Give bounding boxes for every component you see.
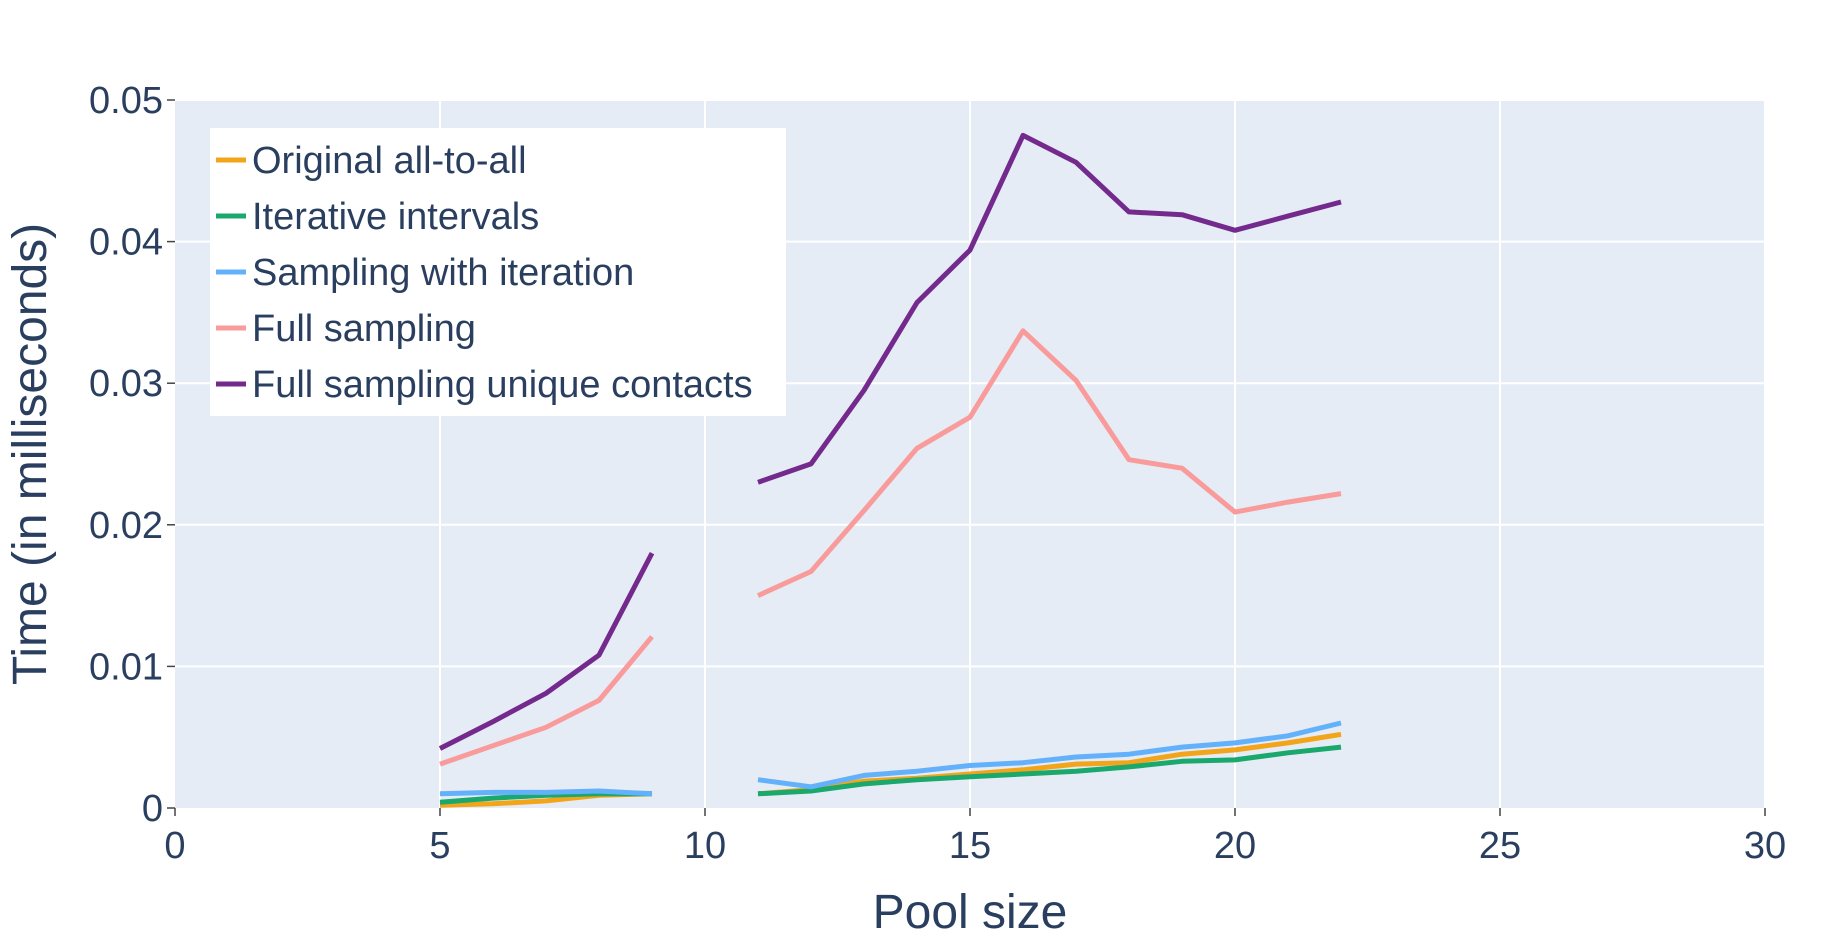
legend-label: Full sampling unique contacts xyxy=(252,364,753,406)
y-tick-label: 0.04 xyxy=(89,222,163,264)
x-tick-label: 25 xyxy=(1479,825,1521,867)
y-tick-label: 0 xyxy=(142,788,163,830)
series-line-segment xyxy=(757,720,1342,790)
legend-item[interactable]: Full sampling unique contacts xyxy=(216,364,753,406)
series-sampling-with-iteration xyxy=(439,720,1342,797)
series-line-segment xyxy=(757,132,1342,485)
y-axis-title: Time (in milliseconds) xyxy=(4,223,57,685)
series-line-segment xyxy=(757,744,1342,797)
x-tick-label: 15 xyxy=(949,825,991,867)
x-axis-title: Pool size xyxy=(873,886,1068,933)
legend-item[interactable]: Full sampling xyxy=(216,308,476,350)
legend-item[interactable]: Iterative intervals xyxy=(216,196,539,238)
legend-box xyxy=(210,128,786,416)
legend-item[interactable]: Sampling with iteration xyxy=(216,252,634,294)
x-tick-label: 0 xyxy=(164,825,185,867)
series-lines xyxy=(438,132,1342,808)
legend-label: Full sampling xyxy=(252,308,476,350)
series-full-sampling xyxy=(439,328,1342,767)
series-line-segment xyxy=(757,731,1342,797)
legend-label: Original all-to-all xyxy=(252,140,527,182)
y-tick-label: 0.02 xyxy=(89,505,163,547)
y-tick-label: 0.03 xyxy=(89,363,163,405)
x-tick-label: 10 xyxy=(684,825,726,867)
series-full-sampling-unique-contacts xyxy=(438,132,1342,751)
x-tick-label: 5 xyxy=(429,825,450,867)
legend: Original all-to-all Iterative intervals Sa… xyxy=(210,128,786,416)
x-tick-label: 20 xyxy=(1214,825,1256,867)
legend-label: Iterative intervals xyxy=(252,196,539,238)
legend-label: Sampling with iteration xyxy=(252,252,634,294)
y-tick-label: 0.01 xyxy=(89,646,163,688)
y-tick-label: 0.05 xyxy=(89,80,163,122)
x-tick-label: 30 xyxy=(1744,825,1786,867)
axes: 0 5 10 15 20 25 30 0 0.01 0.02 0.03 0.04 0.05 xyxy=(89,80,1786,867)
legend-item[interactable]: Original all-to-all xyxy=(216,140,527,182)
series-line-segment xyxy=(756,328,1342,598)
